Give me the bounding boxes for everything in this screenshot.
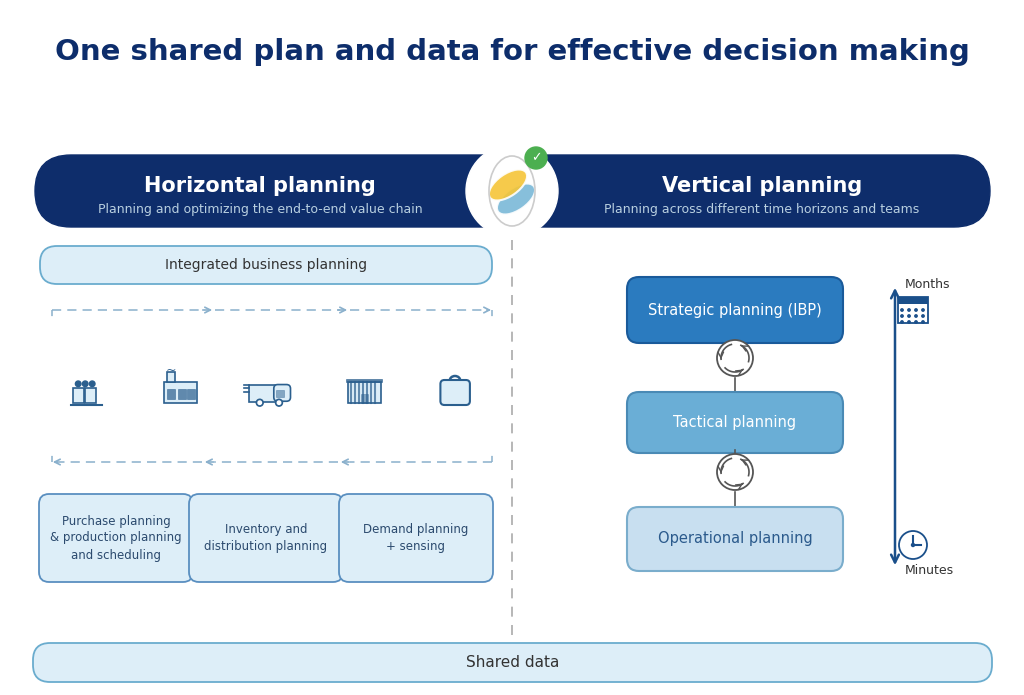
FancyBboxPatch shape (40, 246, 492, 284)
FancyBboxPatch shape (249, 384, 275, 402)
FancyBboxPatch shape (339, 494, 493, 582)
FancyBboxPatch shape (167, 389, 175, 398)
Circle shape (466, 145, 558, 237)
Circle shape (278, 401, 281, 404)
Text: Purchase planning
& production planning
and scheduling: Purchase planning & production planning … (50, 514, 182, 562)
Text: Planning across different time horizons and teams: Planning across different time horizons … (604, 204, 920, 217)
FancyBboxPatch shape (627, 507, 843, 571)
FancyBboxPatch shape (35, 155, 990, 227)
FancyBboxPatch shape (33, 643, 992, 682)
Ellipse shape (488, 170, 527, 200)
Circle shape (901, 321, 903, 323)
Text: Tactical planning: Tactical planning (674, 415, 797, 430)
Circle shape (908, 321, 910, 323)
Text: Planning and optimizing the end-to-end value chain: Planning and optimizing the end-to-end v… (97, 204, 422, 217)
Circle shape (717, 340, 753, 376)
FancyBboxPatch shape (186, 389, 195, 398)
Text: Minutes: Minutes (905, 564, 954, 576)
Text: Demand planning
+ sensing: Demand planning + sensing (364, 523, 469, 553)
FancyBboxPatch shape (273, 384, 291, 401)
FancyBboxPatch shape (167, 372, 174, 382)
FancyBboxPatch shape (440, 380, 470, 405)
Circle shape (914, 315, 918, 317)
Text: Strategic planning (IBP): Strategic planning (IBP) (648, 302, 822, 318)
Circle shape (899, 531, 927, 559)
Circle shape (256, 399, 263, 406)
FancyBboxPatch shape (898, 297, 928, 323)
Circle shape (901, 309, 903, 311)
Circle shape (908, 315, 910, 317)
Text: ~: ~ (166, 364, 176, 377)
FancyBboxPatch shape (39, 494, 193, 582)
Circle shape (908, 309, 910, 311)
FancyBboxPatch shape (73, 388, 84, 403)
Circle shape (901, 315, 903, 317)
Circle shape (275, 399, 283, 406)
Circle shape (258, 401, 261, 404)
Text: One shared plan and data for effective decision making: One shared plan and data for effective d… (54, 38, 970, 66)
Circle shape (911, 543, 914, 546)
Text: Shared data: Shared data (466, 655, 559, 670)
FancyBboxPatch shape (346, 379, 382, 382)
FancyBboxPatch shape (347, 382, 381, 403)
Circle shape (922, 315, 925, 317)
Ellipse shape (497, 183, 536, 215)
FancyBboxPatch shape (164, 382, 197, 403)
Text: Operational planning: Operational planning (657, 532, 812, 546)
Text: Months: Months (905, 279, 950, 291)
FancyBboxPatch shape (361, 394, 368, 403)
Circle shape (914, 309, 918, 311)
Circle shape (922, 309, 925, 311)
FancyBboxPatch shape (85, 388, 96, 403)
FancyBboxPatch shape (177, 389, 185, 398)
Circle shape (914, 321, 918, 323)
FancyBboxPatch shape (276, 390, 284, 397)
FancyBboxPatch shape (627, 392, 843, 453)
Text: Vertical planning: Vertical planning (662, 176, 862, 196)
Circle shape (717, 454, 753, 490)
FancyBboxPatch shape (627, 277, 843, 343)
FancyBboxPatch shape (898, 297, 928, 304)
Circle shape (525, 147, 547, 169)
Circle shape (89, 381, 95, 386)
Circle shape (76, 381, 81, 386)
FancyBboxPatch shape (189, 494, 343, 582)
Circle shape (82, 381, 88, 386)
Text: Horizontal planning: Horizontal planning (144, 176, 376, 196)
Text: ✓: ✓ (530, 152, 542, 165)
Circle shape (922, 321, 925, 323)
Text: Integrated business planning: Integrated business planning (165, 258, 367, 272)
Text: Inventory and
distribution planning: Inventory and distribution planning (205, 523, 328, 553)
